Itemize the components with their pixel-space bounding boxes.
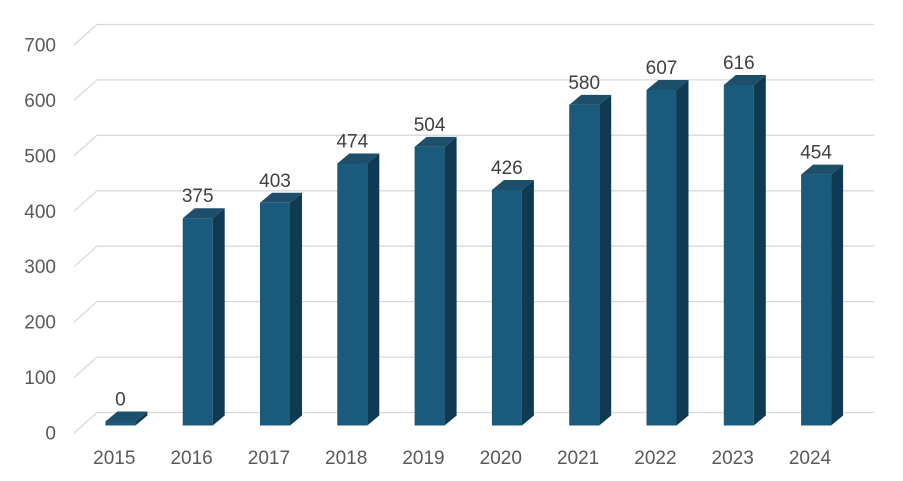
x-axis-label-2022: 2022	[634, 448, 676, 469]
bar-2017	[260, 192, 302, 426]
value-label-2024: 454	[800, 143, 832, 164]
bar-side-face-2018	[367, 153, 380, 426]
bar-top-face-2023	[723, 75, 766, 85]
bar-front-face-2022	[646, 90, 677, 426]
bar-2015	[105, 411, 148, 426]
bar-side-face-2020	[521, 180, 534, 426]
bar-side-face-2019	[444, 136, 457, 426]
gridline-500	[73, 134, 874, 157]
bar-2020	[491, 180, 534, 426]
value-label-2017: 403	[259, 171, 291, 192]
bar-side-face-2022	[676, 80, 689, 426]
y-axis-tick-label-0: 0	[45, 424, 56, 445]
y-axis-tick-label-700: 700	[24, 36, 56, 57]
bar-top-face-2016	[182, 208, 225, 219]
bar-front-face-2019	[414, 146, 445, 426]
bar-side-face-2021	[599, 94, 612, 426]
bar-2019	[414, 136, 457, 426]
bar-side-face-2023	[753, 75, 766, 426]
bar-top-face-2017	[260, 192, 302, 203]
value-label-2016: 375	[182, 186, 214, 207]
x-axis-label-2017: 2017	[248, 448, 290, 469]
value-label-2019: 504	[414, 115, 446, 136]
y-axis-tick-label-300: 300	[24, 257, 56, 278]
value-label-2023: 616	[723, 53, 755, 74]
gridline-700	[73, 23, 874, 46]
bar-side-face-2016	[212, 208, 225, 426]
bar-2023	[723, 75, 766, 426]
gridline-600	[73, 79, 874, 101]
bar-top-face-2015	[105, 411, 148, 422]
bar-front-face-2021	[569, 104, 600, 426]
bar-2016	[182, 208, 225, 426]
x-axis-label-2020: 2020	[480, 448, 522, 469]
y-axis-tick-label-500: 500	[24, 146, 56, 167]
bar-front-face-2018	[337, 163, 368, 426]
bar-side-face-2024	[831, 164, 844, 426]
gridline-300	[73, 245, 874, 268]
value-label-2015: 0	[115, 390, 126, 411]
x-axis-label-2016: 2016	[170, 448, 212, 469]
bar-side-face-2015	[135, 411, 148, 426]
x-axis-label-2015: 2015	[93, 448, 135, 469]
y-axis-tick-label-400: 400	[24, 202, 56, 223]
bar-front-face-2016	[182, 218, 213, 426]
value-label-2021: 580	[568, 73, 600, 94]
bars-group	[105, 75, 844, 426]
x-axis-label-2021: 2021	[557, 448, 599, 469]
bar-top-face-2018	[337, 153, 380, 164]
bar-2018	[337, 153, 380, 426]
x-axis-label-2023: 2023	[712, 448, 754, 469]
bar-front-face-2020	[491, 190, 522, 426]
value-label-2020: 426	[491, 158, 523, 179]
gridline-400	[73, 190, 874, 212]
gridline-100	[73, 356, 874, 379]
gridlines-group	[73, 23, 874, 434]
bar-front-face-2015	[105, 421, 136, 426]
bar-front-face-2024	[801, 174, 832, 426]
x-axis-label-2019: 2019	[402, 448, 444, 469]
y-axis-labels-group: 0 100 200 300 400 500 600 700	[24, 36, 56, 445]
gridline-200	[73, 300, 874, 323]
bar-top-face-2019	[414, 136, 457, 147]
y-axis-tick-label-600: 600	[24, 91, 56, 112]
bar-side-face-2017	[290, 192, 302, 426]
value-label-2022: 607	[646, 58, 678, 79]
bar-top-face-2021	[569, 94, 612, 105]
y-axis-tick-label-200: 200	[24, 313, 56, 334]
bar-top-face-2020	[491, 180, 534, 190]
bar-2022	[646, 80, 689, 426]
labels-group: 0 2015 375 2016 403 2017 474 2018 504 2019 426 2020…	[93, 53, 832, 469]
x-axis-label-2018: 2018	[325, 448, 367, 469]
bar-front-face-2017	[260, 202, 290, 426]
bar-front-face-2023	[723, 85, 754, 426]
bar-top-face-2022	[646, 80, 689, 90]
x-axis-label-2024: 2024	[789, 448, 832, 469]
gridline-0	[73, 411, 874, 434]
bar-2024	[801, 164, 844, 426]
y-axis-tick-label-100: 100	[24, 368, 56, 389]
bar-top-face-2024	[801, 164, 844, 175]
bar-2021	[569, 94, 612, 426]
value-label-2018: 474	[336, 132, 368, 153]
